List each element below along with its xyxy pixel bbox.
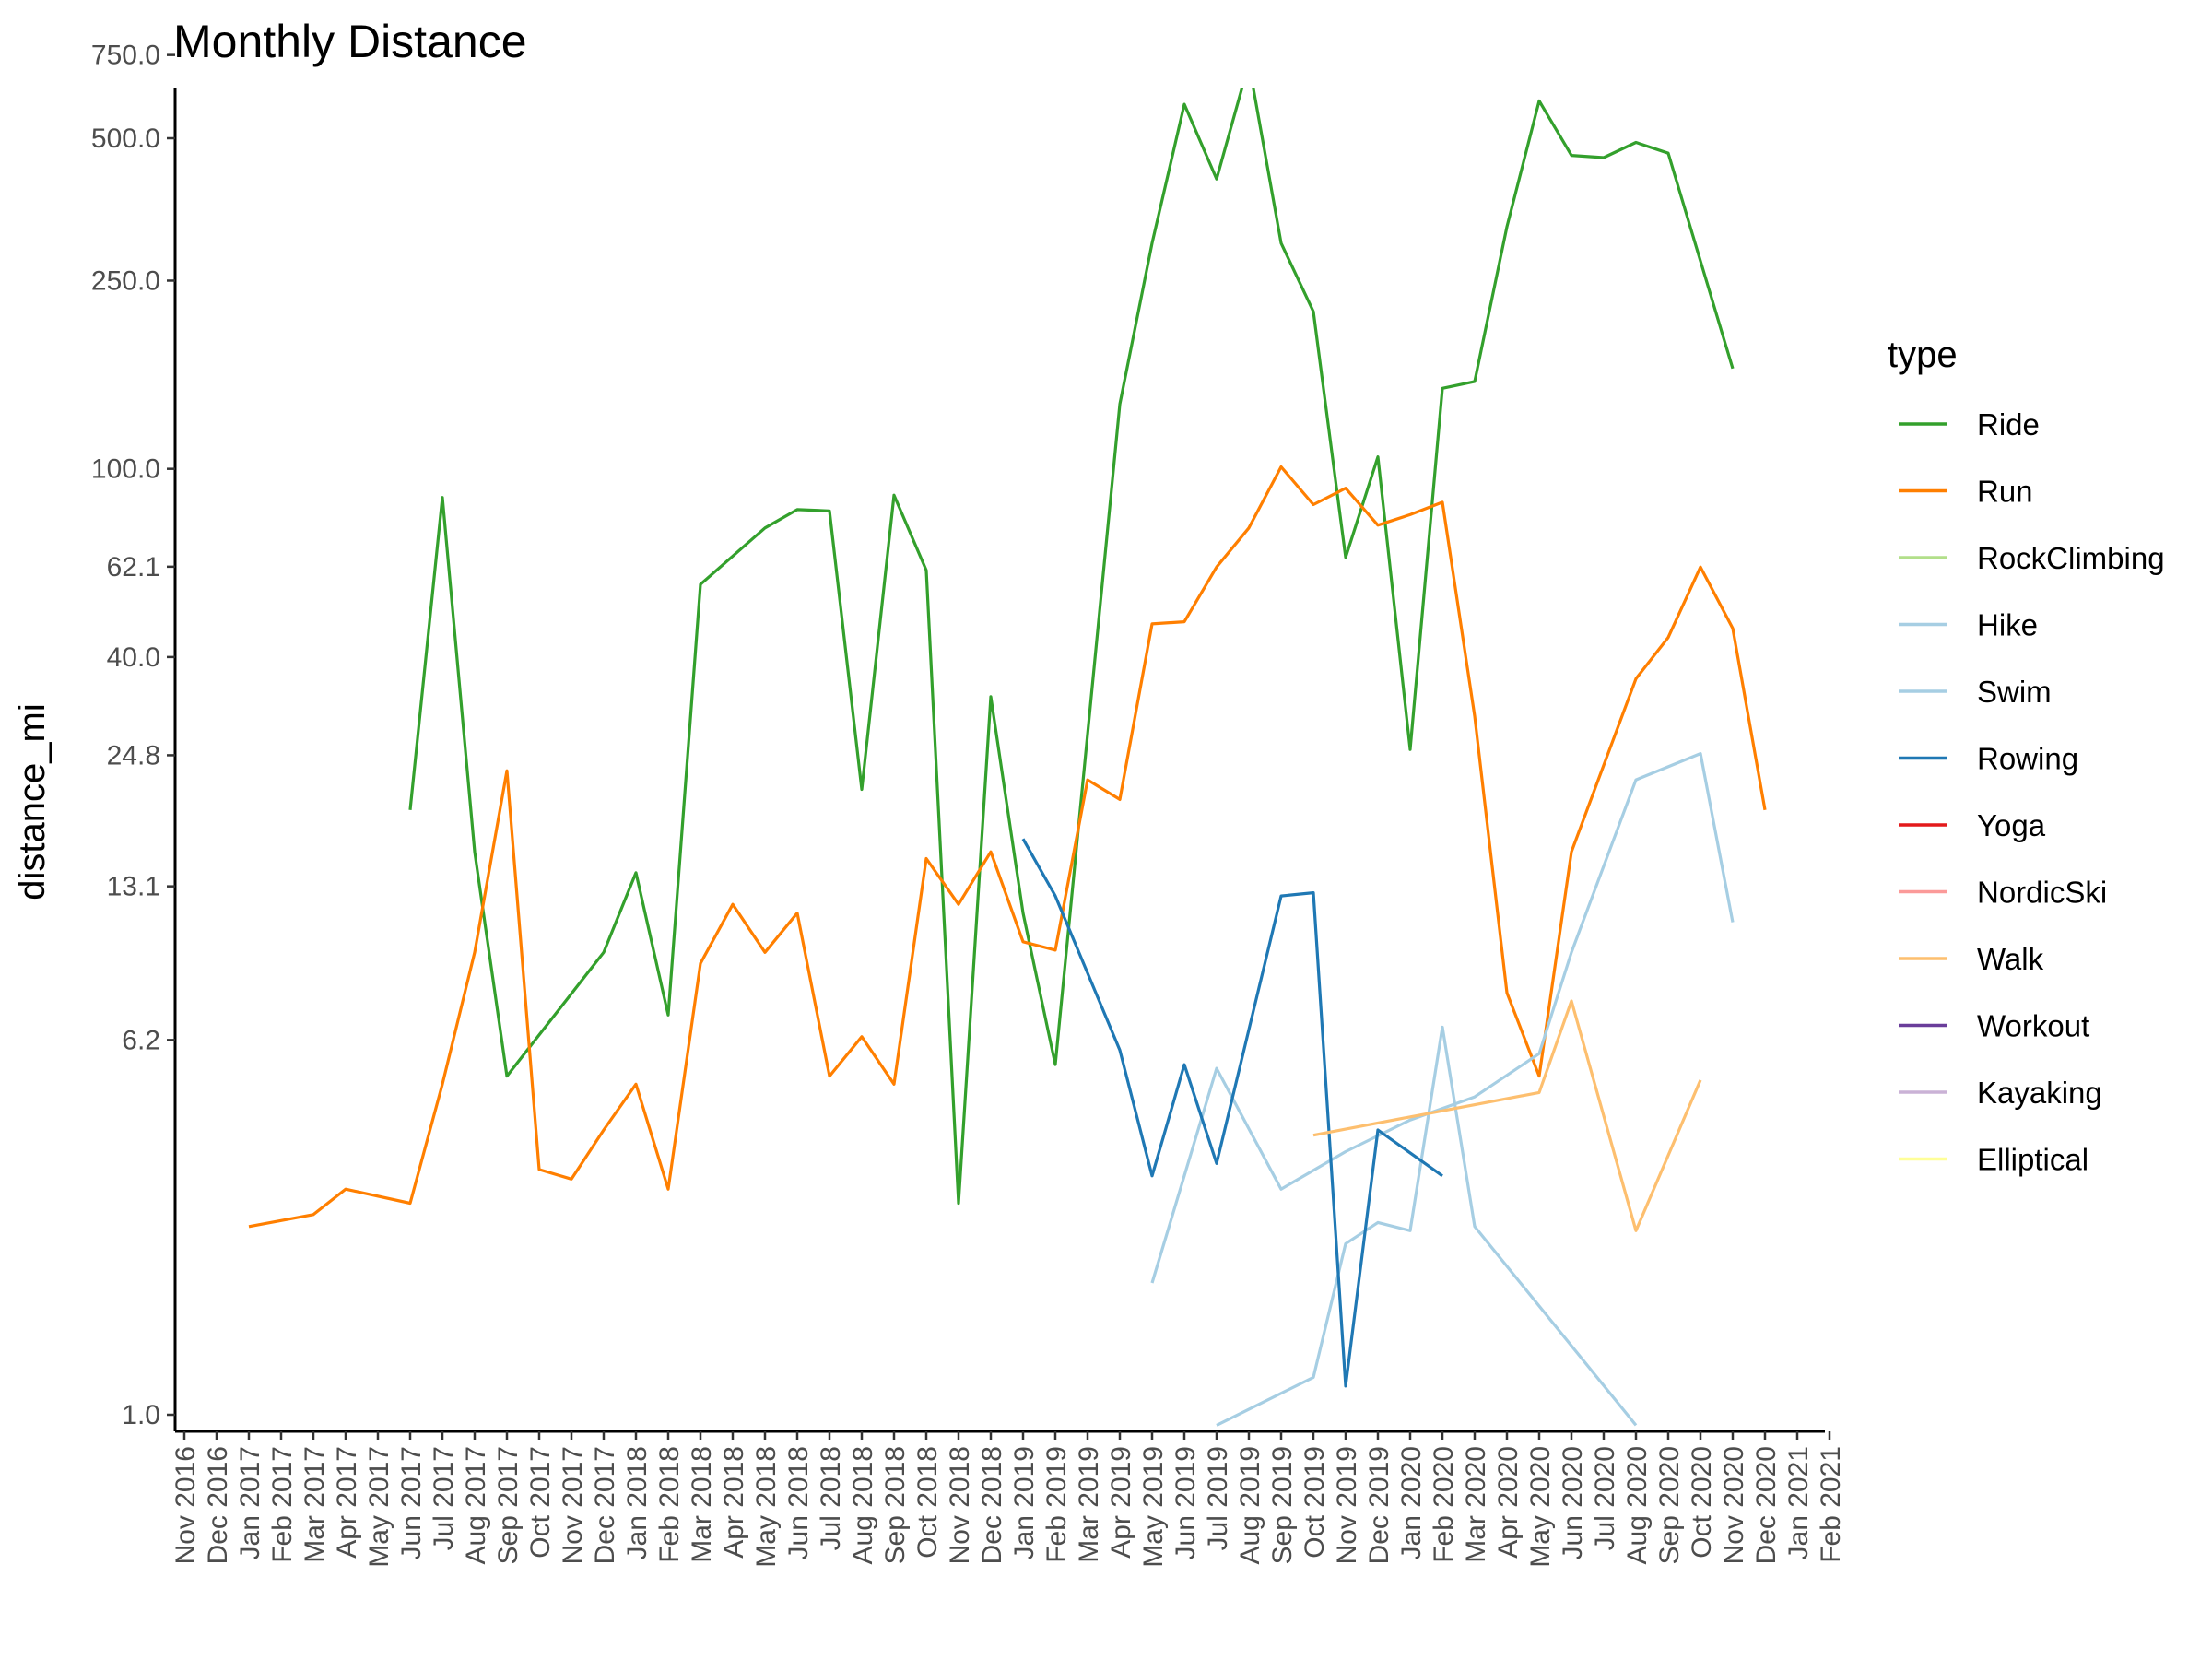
y-tick-label: 24.8 xyxy=(107,740,160,771)
series-line-rowing xyxy=(1021,838,1443,1388)
legend-label-kayaking: Kayaking xyxy=(1977,1076,2102,1110)
series-line-run xyxy=(248,465,1767,1229)
series-line-walk xyxy=(1312,999,1702,1232)
x-tick-label: Feb 2018 xyxy=(654,1446,685,1563)
y-tick-label: 40.0 xyxy=(107,642,160,673)
x-tick-label: Jun 2018 xyxy=(783,1446,814,1559)
x-ticks: Nov 2016 Dec 2016 Jan 2017 Feb 2017 Mar 2017… xyxy=(171,1431,1846,1568)
x-tick-label: Sep 2017 xyxy=(493,1446,524,1564)
legend-label-run: Run xyxy=(1977,475,2033,509)
x-tick-label: Aug 2019 xyxy=(1235,1446,1265,1564)
legend-label-nordicski: NordicSki xyxy=(1977,876,2107,910)
x-tick-label: Jan 2018 xyxy=(622,1446,653,1559)
x-tick-label: Feb 2021 xyxy=(1816,1446,1846,1563)
legend-label-workout: Workout xyxy=(1977,1009,2089,1043)
x-tick-label: Jul 2019 xyxy=(1203,1446,1233,1550)
x-tick-label: Dec 2016 xyxy=(203,1446,233,1564)
x-tick-label: Oct 2017 xyxy=(525,1446,556,1559)
legend-label-elliptical: Elliptical xyxy=(1977,1143,2088,1177)
x-tick-label: May 2017 xyxy=(364,1446,394,1568)
series-line-ride xyxy=(408,88,1735,1206)
series-line-swim xyxy=(1216,1025,1638,1427)
x-tick-label: Oct 2019 xyxy=(1300,1446,1330,1559)
y-tick-label: 750.0 xyxy=(91,41,160,71)
x-tick-label: Dec 2018 xyxy=(977,1446,1007,1564)
x-tick-label: Oct 2018 xyxy=(912,1446,943,1559)
x-tick-label: Oct 2020 xyxy=(1687,1446,1717,1559)
legend-label-hike: Hike xyxy=(1977,608,2038,642)
x-tick-label: Sep 2019 xyxy=(1267,1446,1298,1564)
x-tick-label: Jul 2018 xyxy=(816,1446,846,1550)
x-tick-label: Sep 2018 xyxy=(880,1446,911,1564)
x-tick-label: Nov 2018 xyxy=(945,1446,975,1564)
x-tick-label: Feb 2017 xyxy=(267,1446,298,1563)
x-tick-label: Mar 2020 xyxy=(1461,1446,1491,1563)
y-tick-label: 62.1 xyxy=(107,552,160,582)
x-tick-label: May 2019 xyxy=(1138,1446,1169,1568)
x-tick-label: Sep 2020 xyxy=(1654,1446,1685,1564)
x-tick-label: Aug 2017 xyxy=(461,1446,491,1564)
legend-label-yoga: Yoga xyxy=(1977,808,2046,842)
x-tick-label: Apr 2018 xyxy=(719,1446,749,1559)
legend-label-rockclimbing: RockClimbing xyxy=(1977,541,2165,575)
x-tick-label: Nov 2016 xyxy=(171,1446,201,1564)
x-tick-label: Apr 2017 xyxy=(332,1446,362,1559)
y-tick-label: 100.0 xyxy=(91,454,160,485)
legend-title: type xyxy=(1888,335,1958,375)
chart-title: Monthly Distance xyxy=(173,16,527,67)
x-tick-label: Feb 2019 xyxy=(1041,1446,1072,1563)
x-tick-label: Jun 2020 xyxy=(1558,1446,1588,1559)
x-tick-label: Nov 2017 xyxy=(558,1446,588,1564)
x-tick-label: Jan 2020 xyxy=(1396,1446,1427,1559)
x-tick-label: Mar 2017 xyxy=(300,1446,330,1563)
y-tick-label: 6.2 xyxy=(122,1025,160,1055)
legend-label-ride: Ride xyxy=(1977,407,2040,441)
x-tick-label: Mar 2019 xyxy=(1074,1446,1104,1563)
x-tick-label: Jul 2017 xyxy=(429,1446,459,1550)
x-tick-label: Jan 2021 xyxy=(1783,1446,1814,1559)
x-tick-label: Apr 2020 xyxy=(1493,1446,1524,1559)
y-tick-label: 250.0 xyxy=(91,265,160,296)
x-tick-label: Dec 2020 xyxy=(1751,1446,1782,1564)
y-ticks: 1.0 6.2 13.1 24.8 40.0 62.1 100.0 250.0 500.0 750… xyxy=(91,41,175,1430)
x-tick-label: Aug 2020 xyxy=(1622,1446,1653,1564)
x-tick-label: Aug 2018 xyxy=(848,1446,878,1564)
plot-lines xyxy=(248,88,1767,1427)
x-tick-label: Dec 2017 xyxy=(590,1446,620,1564)
x-tick-label: Jun 2019 xyxy=(1171,1446,1201,1559)
x-tick-label: Nov 2019 xyxy=(1332,1446,1362,1564)
legend-label-swim: Swim xyxy=(1977,675,2052,709)
x-tick-label: Dec 2019 xyxy=(1364,1446,1394,1564)
x-tick-label: Jan 2019 xyxy=(1009,1446,1040,1559)
x-tick-label: May 2020 xyxy=(1525,1446,1556,1568)
x-tick-label: May 2018 xyxy=(751,1446,782,1568)
x-tick-label: Jun 2017 xyxy=(396,1446,427,1559)
x-tick-label: Feb 2020 xyxy=(1429,1446,1459,1563)
legend-label-rowing: Rowing xyxy=(1977,742,2078,776)
x-tick-label: Nov 2020 xyxy=(1719,1446,1749,1564)
axes xyxy=(173,88,1825,1433)
x-tick-label: Apr 2019 xyxy=(1106,1446,1136,1559)
x-tick-label: Jul 2020 xyxy=(1590,1446,1620,1550)
y-tick-label: 500.0 xyxy=(91,124,160,154)
legend: type Ride Run RockClimbing Hike Swim Rowing Yo… xyxy=(1888,335,2165,1177)
legend-label-walk: Walk xyxy=(1977,942,2044,976)
x-tick-label: Mar 2018 xyxy=(687,1446,717,1563)
y-tick-label: 1.0 xyxy=(122,1400,160,1430)
y-axis-title: distance_mi xyxy=(12,703,53,900)
x-tick-label: Jan 2017 xyxy=(235,1446,265,1559)
y-tick-label: 13.1 xyxy=(107,872,160,902)
series-line-hike xyxy=(1150,752,1735,1284)
